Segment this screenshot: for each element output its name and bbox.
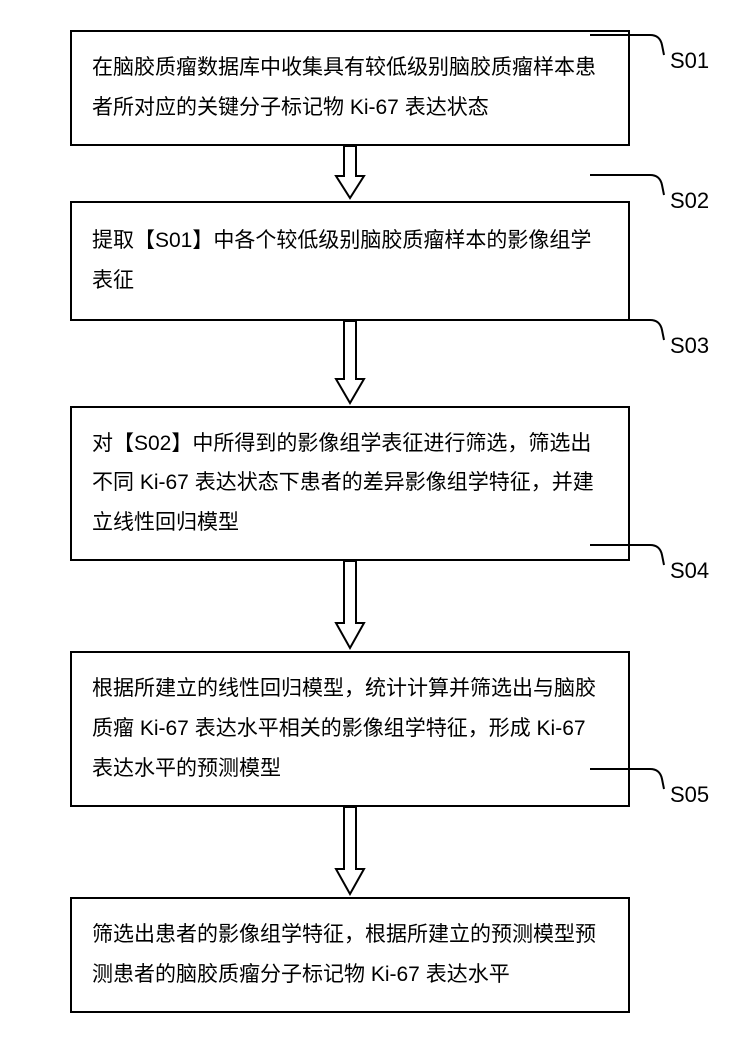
step-box-s01: 在脑胶质瘤数据库中收集具有较低级别脑胶质瘤样本患者所对应的关键分子标记物 Ki-… (70, 30, 630, 146)
step-text: 筛选出患者的影像组学特征，根据所建立的预测模型预测患者的脑胶质瘤分子标记物 Ki… (92, 915, 608, 995)
label-connector-s05 (590, 764, 680, 794)
step-label-s04: S04 (670, 558, 709, 584)
step-text: 对【S02】中所得到的影像组学表征进行筛选，筛选出不同 Ki-67 表达状态下患… (92, 424, 608, 544)
step-box-s04: 根据所建立的线性回归模型，统计计算并筛选出与脑胶质瘤 Ki-67 表达水平相关的… (70, 651, 630, 807)
arrow-s04-s05 (70, 807, 630, 897)
step-box-s05: 筛选出患者的影像组学特征，根据所建立的预测模型预测患者的脑胶质瘤分子标记物 Ki… (70, 897, 630, 1013)
step-label-s03: S03 (670, 333, 709, 359)
arrow-s01-s02 (70, 146, 630, 201)
step-text: 提取【S01】中各个较低级别脑胶质瘤样本的影像组学表征 (92, 221, 608, 301)
step-label-s02: S02 (670, 188, 709, 214)
flowchart-container: 在脑胶质瘤数据库中收集具有较低级别脑胶质瘤样本患者所对应的关键分子标记物 Ki-… (0, 0, 751, 1043)
step-label-s01: S01 (670, 48, 709, 74)
step-box-s03: 对【S02】中所得到的影像组学表征进行筛选，筛选出不同 Ki-67 表达状态下患… (70, 406, 630, 562)
label-connector-s04 (590, 540, 680, 570)
step-text: 在脑胶质瘤数据库中收集具有较低级别脑胶质瘤样本患者所对应的关键分子标记物 Ki-… (92, 48, 608, 128)
arrow-s02-s03 (70, 321, 630, 406)
step-box-s02: 提取【S01】中各个较低级别脑胶质瘤样本的影像组学表征 (70, 201, 630, 321)
label-connector-s03 (590, 315, 680, 345)
label-connector-s02 (590, 170, 680, 200)
label-connector-s01 (590, 30, 680, 60)
arrow-s03-s04 (70, 561, 630, 651)
step-text: 根据所建立的线性回归模型，统计计算并筛选出与脑胶质瘤 Ki-67 表达水平相关的… (92, 669, 608, 789)
step-label-s05: S05 (670, 782, 709, 808)
